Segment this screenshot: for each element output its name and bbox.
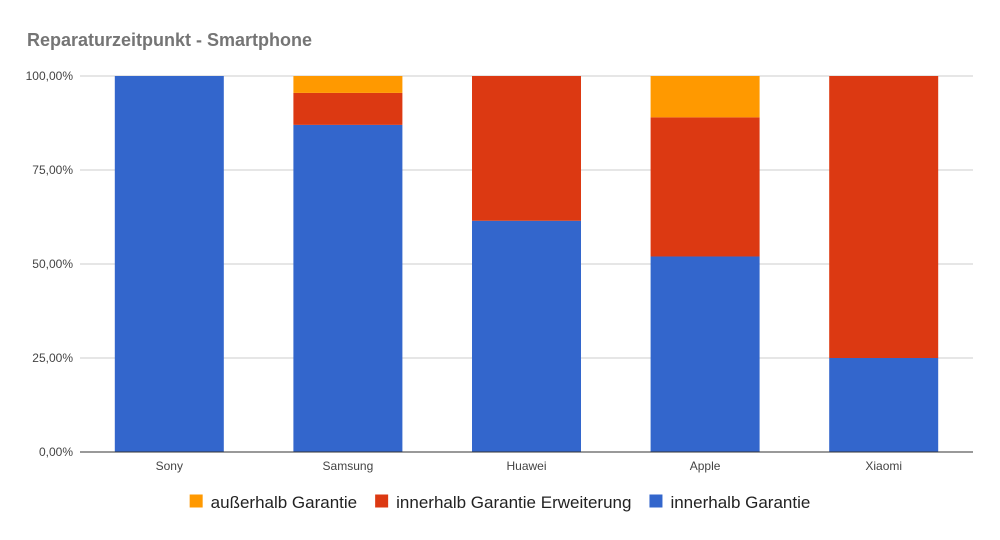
legend-swatch	[649, 494, 663, 508]
legend-label: außerhalb Garantie	[211, 493, 357, 512]
bar-segment	[293, 124, 403, 452]
legend-swatch	[189, 494, 203, 508]
legend: außerhalb Garantie innerhalb Garantie Erw…	[189, 493, 810, 512]
x-category-label: Samsung	[323, 459, 374, 473]
y-tick-label: 0,00%	[39, 445, 73, 459]
y-tick-label: 75,00%	[32, 163, 73, 177]
bar-segment	[650, 76, 760, 118]
legend-label: innerhalb Garantie Erweiterung	[396, 493, 631, 512]
bar-segment	[829, 358, 939, 452]
x-category-label: Huawei	[506, 459, 546, 473]
legend-swatch	[375, 494, 389, 508]
y-tick-label: 25,00%	[32, 351, 73, 365]
y-tick-label: 100,00%	[26, 69, 74, 83]
bar-segment	[472, 76, 581, 221]
x-category-label: Sony	[156, 459, 183, 473]
chart-title: Reparaturzeitpunkt - Smartphone	[27, 30, 312, 50]
bar-segment	[650, 256, 760, 452]
bar-segment	[650, 117, 760, 257]
x-category-label: Xiaomi	[865, 459, 902, 473]
bars	[114, 76, 939, 452]
bar-segment	[114, 76, 224, 452]
axes: 0,00% 25,00% 50,00% 75,00% 100,00% Sony Samsun…	[26, 69, 973, 473]
bar-segment	[293, 92, 403, 125]
bar-segment	[472, 220, 581, 452]
bar-segment	[293, 76, 403, 93]
legend-label: innerhalb Garantie	[670, 493, 810, 512]
bar-segment	[829, 76, 939, 358]
y-tick-label: 50,00%	[32, 257, 73, 271]
x-category-label: Apple	[690, 459, 721, 473]
